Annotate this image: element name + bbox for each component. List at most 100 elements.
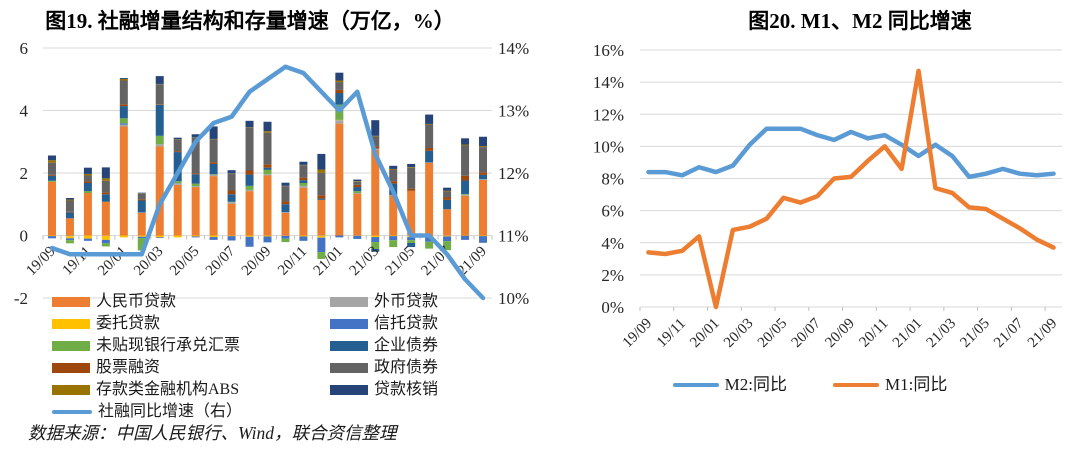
bar-segment-equity-financing <box>407 188 416 191</box>
bar-segment-equity-financing <box>389 181 398 184</box>
x-axis-tick-label: 19/09 <box>620 316 655 351</box>
right-axis-tick-label: 11% <box>498 227 529 246</box>
bar-segment-loan-writeoffs <box>389 165 398 169</box>
legend-item-m1-yoy: M1:同比 <box>833 374 947 396</box>
bar-segment-undiscounted-bankers-acceptance <box>119 118 128 124</box>
bar-segment-trust-loans <box>353 235 362 239</box>
legend-label: 信托贷款 <box>374 315 439 332</box>
bar-segment-government-bonds <box>191 137 200 174</box>
bar-segment-government-bonds <box>425 124 434 148</box>
legend-item-loan-writeoffs: 贷款核销 <box>330 379 540 401</box>
bar-segment-trust-loans <box>299 236 308 241</box>
bar-segment-rmb-loans <box>263 175 272 236</box>
legend-swatch-government-bonds <box>330 363 368 373</box>
bar-segment-government-bonds <box>281 186 290 202</box>
bar-segment-equity-financing <box>335 89 344 93</box>
bar-segment-rmb-loans <box>281 213 290 236</box>
legend-swatch-depository-abs <box>52 385 90 395</box>
legend-label: 政府债券 <box>374 359 439 376</box>
bar-segment-depository-abs <box>461 144 470 146</box>
bar-segment-fx-loans <box>137 212 146 213</box>
bar-segment-corporate-bonds <box>155 104 164 136</box>
bar-segment-corporate-bonds <box>425 150 434 163</box>
legend-label: 未贴现银行承兑汇票 <box>96 337 241 354</box>
bar-segment-loan-writeoffs <box>317 153 326 170</box>
bar-segment-fx-loans <box>191 186 200 188</box>
bar-segment-entrusted-loans <box>119 235 128 238</box>
bar-segment-loan-writeoffs <box>425 114 434 124</box>
bar-segment-undiscounted-bankers-acceptance <box>353 191 362 193</box>
bar-segment-rmb-loans <box>461 195 470 236</box>
bar-segment-fx-loans <box>173 183 182 185</box>
bar-segment-loan-writeoffs <box>299 161 308 165</box>
bar-segment-rmb-loans <box>47 181 56 236</box>
bar-segment-rmb-loans <box>389 195 398 236</box>
bar-segment-entrusted-loans <box>173 235 182 238</box>
left-axis-labels: 6 4 2 0 -2 <box>14 39 29 308</box>
bar-segment-rmb-loans <box>353 193 362 236</box>
bar-segment-undiscounted-bankers-acceptance <box>173 181 182 183</box>
bar-segment-rmb-loans <box>65 218 74 236</box>
legend-swatch-m1-yoy <box>833 382 879 388</box>
x-axis-tick-label: 21/05 <box>383 244 418 279</box>
bar-segment-fx-loans <box>245 189 254 192</box>
x-axis-tick-label: 20/03 <box>721 316 756 351</box>
bar-segment-entrusted-loans <box>389 235 398 237</box>
x-axis-ticks <box>639 307 1046 311</box>
x-axis-ticks <box>42 235 493 240</box>
bar-segment-undiscounted-bankers-acceptance <box>371 242 380 249</box>
left-axis-tick-label: 4 <box>20 102 29 121</box>
x-axis-tick-label: 20/09 <box>239 244 274 279</box>
bar-segment-entrusted-loans <box>227 235 236 237</box>
bar-segment-trust-loans <box>119 123 128 125</box>
bar-segment-depository-abs <box>101 178 110 181</box>
bar-segment-fx-loans <box>263 174 272 176</box>
bar-segment-equity-financing <box>425 148 434 151</box>
bar-segment-equity-financing <box>83 181 92 183</box>
bar-segment-depository-abs <box>371 135 380 137</box>
bar-segment-depository-abs <box>443 190 452 192</box>
bar-segment-depository-abs <box>263 131 272 133</box>
bar-segment-entrusted-loans <box>47 235 56 237</box>
bar-segment-government-bonds <box>227 173 236 191</box>
bar-segment-fx-loans <box>479 179 488 180</box>
bar-segment-loan-writeoffs <box>227 170 236 174</box>
legend-item-corporate-bonds: 企业债券 <box>330 335 540 357</box>
bar-segment-rmb-loans <box>227 203 236 236</box>
bar-segment-rmb-loans <box>371 149 380 236</box>
tsf-structure-chart: 6 4 2 0 -2 14% 13% 12% 11% 10% 19/09 19/11 20/01 20/0… <box>14 39 529 308</box>
x-axis-tick-label: 20/07 <box>203 243 239 279</box>
bar-segment-undiscounted-bankers-acceptance <box>281 238 290 243</box>
bar-segment-trust-loans <box>137 236 146 239</box>
bar-segment-undiscounted-bankers-acceptance <box>137 238 146 251</box>
bar-segment-entrusted-loans <box>209 235 218 238</box>
bar-segment-entrusted-loans <box>101 235 110 240</box>
bar-segment-loan-writeoffs <box>155 76 164 84</box>
bar-segment-corporate-bonds <box>407 243 416 248</box>
bar-segment-entrusted-loans <box>317 235 326 238</box>
bar-segment-fx-loans <box>65 235 74 237</box>
y-axis-tick-label: 4% <box>601 234 624 253</box>
bar-segment-rmb-loans <box>299 187 308 236</box>
bar-segment-entrusted-loans <box>245 235 254 237</box>
stacked-bars <box>47 72 488 259</box>
series-equity-financing <box>47 89 488 213</box>
x-axis-tick-label: 20/01 <box>687 316 722 351</box>
bar-segment-equity-financing <box>353 184 362 188</box>
bar-segment-loan-writeoffs <box>263 121 272 132</box>
bar-segment-loan-writeoffs <box>353 179 362 182</box>
m1-m2-growth-chart: 16%14%12%10%8%6%4%2%0%19/0919/1120/0120/… <box>593 41 1062 351</box>
bar-segment-rmb-loans <box>137 213 146 236</box>
bar-segment-undiscounted-bankers-acceptance <box>425 241 434 249</box>
bar-segment-trust-loans <box>425 237 434 242</box>
bar-segment-undiscounted-bankers-acceptance <box>461 193 470 195</box>
bar-segment-equity-financing <box>443 197 452 200</box>
bar-segment-loan-writeoffs <box>461 138 470 145</box>
bar-segment-entrusted-loans <box>371 235 380 238</box>
x-axis-tick-label: 21/01 <box>311 244 346 279</box>
bar-segment-loan-writeoffs <box>191 134 200 138</box>
bar-segment-corporate-bonds <box>371 248 380 252</box>
bar-segment-rmb-loans <box>407 190 416 236</box>
y-axis-tick-label: 8% <box>601 170 624 189</box>
chart1-legend: 人民币贷款 委托贷款 未贴现银行承兑汇票 股票融资 存款类金融机构ABS 社融同比增速（右… <box>52 291 540 423</box>
